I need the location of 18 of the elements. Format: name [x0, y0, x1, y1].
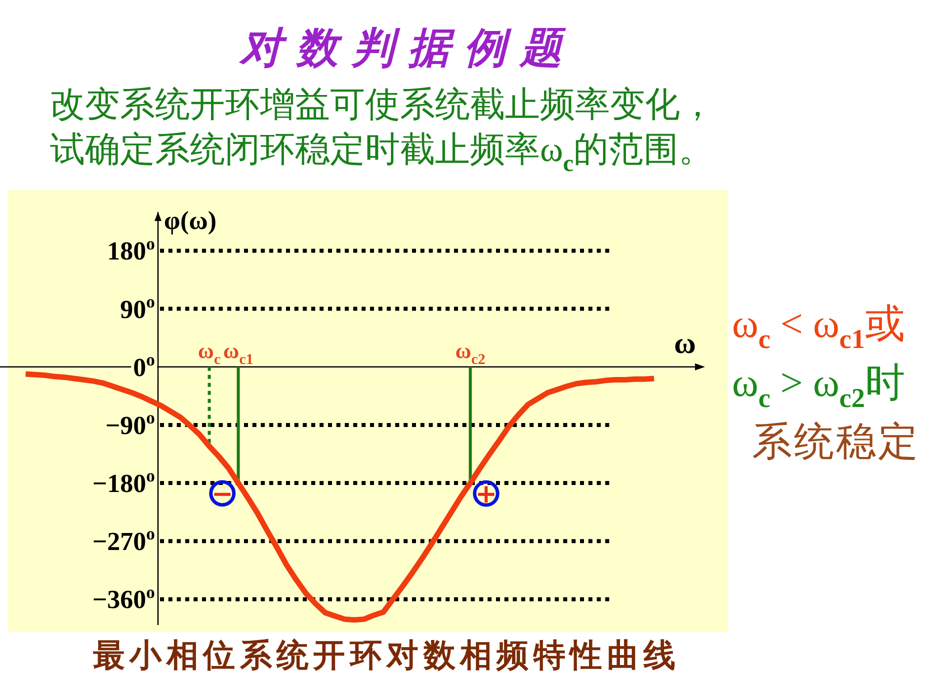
y-tick-label: −360$^{o}$ [92, 582, 156, 614]
y-tick-label: 180$^{o}$ [107, 233, 156, 266]
y-tick-label: −180$^{o}$ [92, 466, 156, 498]
chart-title: 对数判据例题 [238, 26, 576, 72]
x-tick-label: ω$_{c}$ [198, 338, 222, 368]
text: ω$_{c}$ < ω$_{c1}$或 [732, 301, 905, 354]
y-tick-label: 90$^{o}$ [120, 291, 156, 324]
text: ω$_{c}$ > ω$_{c2}$时 [732, 360, 905, 414]
y-tick-label: 0$^{o}$ [133, 349, 156, 382]
y-tick-label: −90$^{o}$ [105, 408, 156, 440]
text: 系统稳定 [752, 419, 920, 464]
y-axis-title: φ(ω) [164, 206, 217, 235]
x-axis-title: ω [674, 326, 696, 360]
x-tick-label: ω$_{c1}$ [223, 338, 254, 368]
chart-subtitle: 改变系统开环增益可使系统截止频率变化，试确定系统闭环稳定时截止频率ω$_{c}$的范围。 [50, 85, 715, 177]
y-tick-label: −270$^{o}$ [92, 524, 156, 556]
text: 最小相位系统开环对数相频特性曲线 [93, 637, 680, 673]
x-tick-label: ω$_{c2}$ [455, 338, 486, 368]
